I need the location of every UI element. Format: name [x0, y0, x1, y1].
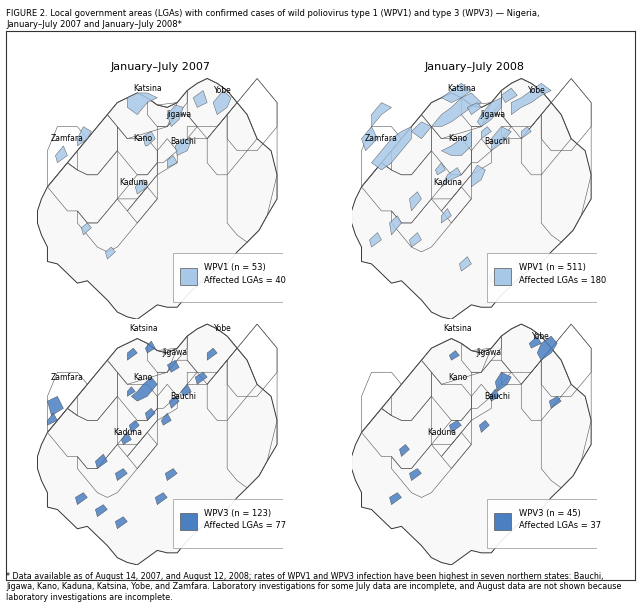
Polygon shape: [501, 88, 517, 103]
Text: Kaduna: Kaduna: [433, 177, 462, 187]
Polygon shape: [467, 103, 481, 115]
Polygon shape: [135, 180, 147, 194]
Text: Katsina: Katsina: [443, 324, 472, 333]
Polygon shape: [115, 468, 128, 481]
Polygon shape: [410, 192, 421, 211]
Polygon shape: [181, 384, 191, 396]
FancyBboxPatch shape: [172, 499, 285, 548]
Text: Jigawa: Jigawa: [477, 349, 502, 357]
Text: Zamfara: Zamfara: [51, 373, 84, 381]
Polygon shape: [471, 165, 485, 187]
Polygon shape: [399, 445, 410, 457]
Text: Bauchi: Bauchi: [485, 136, 510, 146]
Text: WPV3 (n = 123)
Affected LGAs = 77: WPV3 (n = 123) Affected LGAs = 77: [204, 508, 287, 530]
Polygon shape: [442, 84, 471, 103]
Text: Bauchi: Bauchi: [171, 392, 196, 401]
Polygon shape: [169, 396, 179, 408]
Polygon shape: [390, 492, 401, 505]
Polygon shape: [128, 387, 135, 396]
Bar: [494, 513, 511, 530]
Polygon shape: [193, 90, 207, 107]
Text: Yobe: Yobe: [533, 332, 550, 341]
Polygon shape: [442, 168, 462, 187]
Text: Kano: Kano: [134, 373, 153, 381]
Polygon shape: [362, 126, 378, 150]
Polygon shape: [442, 209, 451, 223]
Text: Kano: Kano: [448, 134, 467, 143]
Text: WPV1 (n = 511)
Affected LGAs = 180: WPV1 (n = 511) Affected LGAs = 180: [519, 263, 606, 285]
Polygon shape: [128, 93, 157, 115]
Polygon shape: [47, 413, 58, 426]
Text: WPV3 (n = 45)
Affected LGAs = 37: WPV3 (n = 45) Affected LGAs = 37: [519, 508, 601, 530]
Text: Kaduna: Kaduna: [119, 177, 148, 187]
Polygon shape: [167, 360, 179, 372]
Polygon shape: [47, 396, 63, 416]
Polygon shape: [431, 93, 481, 126]
Polygon shape: [390, 216, 401, 235]
Polygon shape: [155, 492, 167, 505]
Text: Kano: Kano: [134, 134, 153, 143]
Polygon shape: [37, 324, 277, 565]
Polygon shape: [167, 105, 183, 126]
FancyBboxPatch shape: [487, 253, 599, 302]
Polygon shape: [537, 336, 557, 360]
Polygon shape: [549, 396, 562, 408]
Title: January–July 2007: January–July 2007: [110, 61, 210, 71]
Polygon shape: [489, 389, 499, 401]
Polygon shape: [121, 432, 131, 445]
Polygon shape: [131, 377, 157, 401]
Polygon shape: [435, 163, 445, 175]
Polygon shape: [76, 492, 87, 505]
Polygon shape: [129, 421, 139, 432]
Polygon shape: [449, 421, 462, 432]
Text: Zamfara: Zamfara: [51, 134, 84, 143]
Polygon shape: [213, 90, 231, 115]
Polygon shape: [37, 79, 277, 319]
Polygon shape: [146, 408, 155, 421]
Bar: [180, 513, 197, 530]
Polygon shape: [460, 257, 471, 271]
Bar: [180, 268, 197, 285]
Text: Jigawa: Jigawa: [163, 349, 188, 357]
Text: Zamfara: Zamfara: [365, 134, 398, 143]
Polygon shape: [489, 269, 501, 283]
Polygon shape: [372, 126, 412, 170]
Polygon shape: [529, 336, 541, 348]
Text: Yobe: Yobe: [214, 324, 232, 333]
Text: Kaduna: Kaduna: [427, 428, 456, 437]
Text: Kaduna: Kaduna: [113, 428, 142, 437]
Polygon shape: [196, 372, 207, 384]
Text: Jigawa: Jigawa: [481, 110, 506, 119]
Text: Yobe: Yobe: [214, 86, 232, 95]
Bar: [494, 268, 511, 285]
Polygon shape: [96, 505, 107, 517]
Text: * Data available as of August 14, 2007, and August 12, 2008; rates of WPV1 and W: * Data available as of August 14, 2007, …: [6, 572, 622, 602]
Polygon shape: [78, 126, 92, 146]
Polygon shape: [175, 139, 191, 155]
FancyBboxPatch shape: [172, 253, 285, 302]
FancyBboxPatch shape: [487, 499, 599, 548]
Text: Yobe: Yobe: [528, 86, 546, 95]
Polygon shape: [372, 103, 392, 126]
Text: Kano: Kano: [448, 373, 467, 381]
Polygon shape: [144, 131, 155, 146]
Title: January–July 2008: January–July 2008: [424, 61, 524, 71]
Polygon shape: [495, 372, 512, 392]
Polygon shape: [351, 324, 591, 565]
Polygon shape: [162, 413, 171, 426]
Polygon shape: [481, 126, 491, 139]
Polygon shape: [412, 122, 431, 139]
Polygon shape: [479, 421, 489, 432]
Text: Bauchi: Bauchi: [485, 392, 510, 401]
Text: Katsina: Katsina: [447, 84, 476, 93]
Text: WPV1 (n = 53)
Affected LGAs = 40: WPV1 (n = 53) Affected LGAs = 40: [204, 263, 287, 285]
Text: Jigawa: Jigawa: [167, 110, 192, 119]
Polygon shape: [491, 126, 512, 150]
Polygon shape: [410, 233, 421, 247]
Polygon shape: [521, 126, 531, 139]
Polygon shape: [55, 146, 67, 163]
Polygon shape: [207, 348, 217, 360]
Text: FIGURE 2. Local government areas (LGAs) with confirmed cases of wild poliovirus : FIGURE 2. Local government areas (LGAs) …: [6, 9, 540, 29]
Polygon shape: [167, 155, 177, 168]
Polygon shape: [105, 247, 115, 259]
